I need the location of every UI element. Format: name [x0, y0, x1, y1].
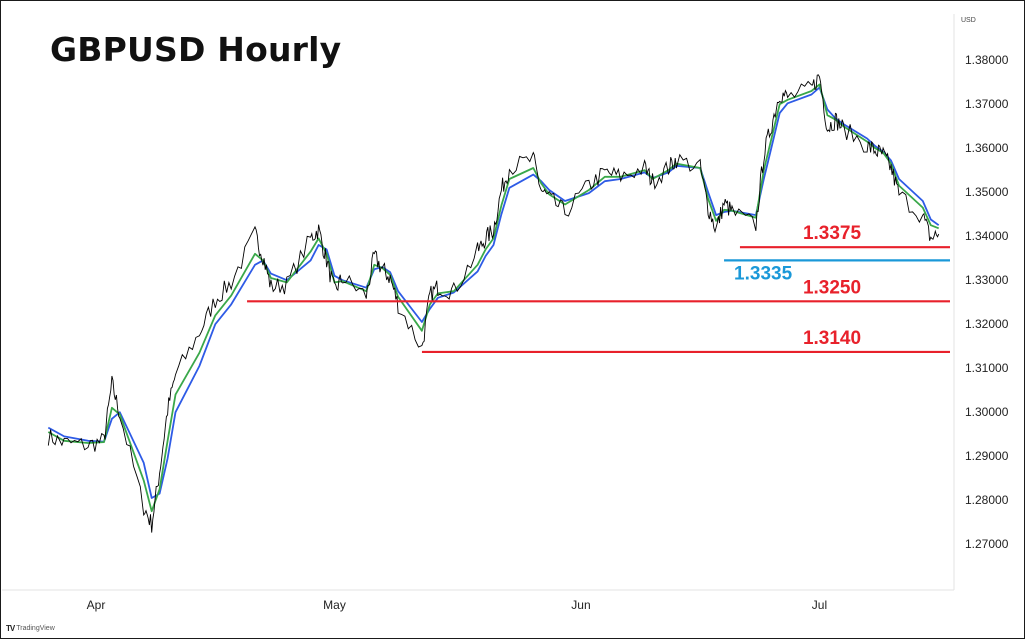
support-levels: 1.3375 1.3335 1.3250 1.3140 — [247, 223, 950, 354]
moving-average-fast — [47, 83, 940, 513]
level-label: 1.3140 — [803, 328, 861, 349]
tradingview-logo-icon: TV — [6, 624, 15, 633]
level-label: 1.3375 — [803, 223, 862, 244]
tradingview-watermark: TV TradingView — [6, 624, 55, 633]
price-tick-label: 1.28000 — [965, 493, 1009, 507]
price-tick-label: 1.34000 — [965, 229, 1009, 243]
price-tick-label: 1.27000 — [965, 537, 1009, 551]
price-tick-label: 1.37000 — [965, 97, 1009, 111]
price-tick-label: 1.31000 — [965, 361, 1009, 375]
moving-average-slow — [47, 86, 940, 499]
level-label: 1.3335 — [734, 263, 793, 284]
price-tick-label: 1.32000 — [965, 317, 1009, 331]
moving-averages — [47, 83, 940, 513]
month-label: Jun — [571, 598, 590, 612]
month-label: May — [323, 598, 346, 612]
price-line — [47, 74, 940, 533]
month-label: Jul — [812, 598, 827, 612]
price-tick-label: 1.33000 — [965, 273, 1009, 287]
currency-label: USD — [961, 17, 976, 24]
price-tick-label: 1.38000 — [965, 53, 1009, 67]
price-tick-label: 1.36000 — [965, 141, 1009, 155]
level-label: 1.3250 — [803, 277, 861, 298]
chart-title: GBPUSD Hourly — [50, 30, 342, 69]
price-tick-label: 1.30000 — [965, 405, 1009, 419]
price-tick-label: 1.35000 — [965, 185, 1009, 199]
month-label: Apr — [87, 598, 106, 612]
watermark-text: TradingView — [16, 625, 55, 632]
price-series — [47, 74, 940, 533]
time-axis: Apr May Jun Jul — [87, 598, 827, 612]
price-tick-label: 1.29000 — [965, 449, 1009, 463]
price-axis: 1.27000 1.28000 1.29000 1.30000 1.31000 1.320… — [965, 53, 1009, 551]
